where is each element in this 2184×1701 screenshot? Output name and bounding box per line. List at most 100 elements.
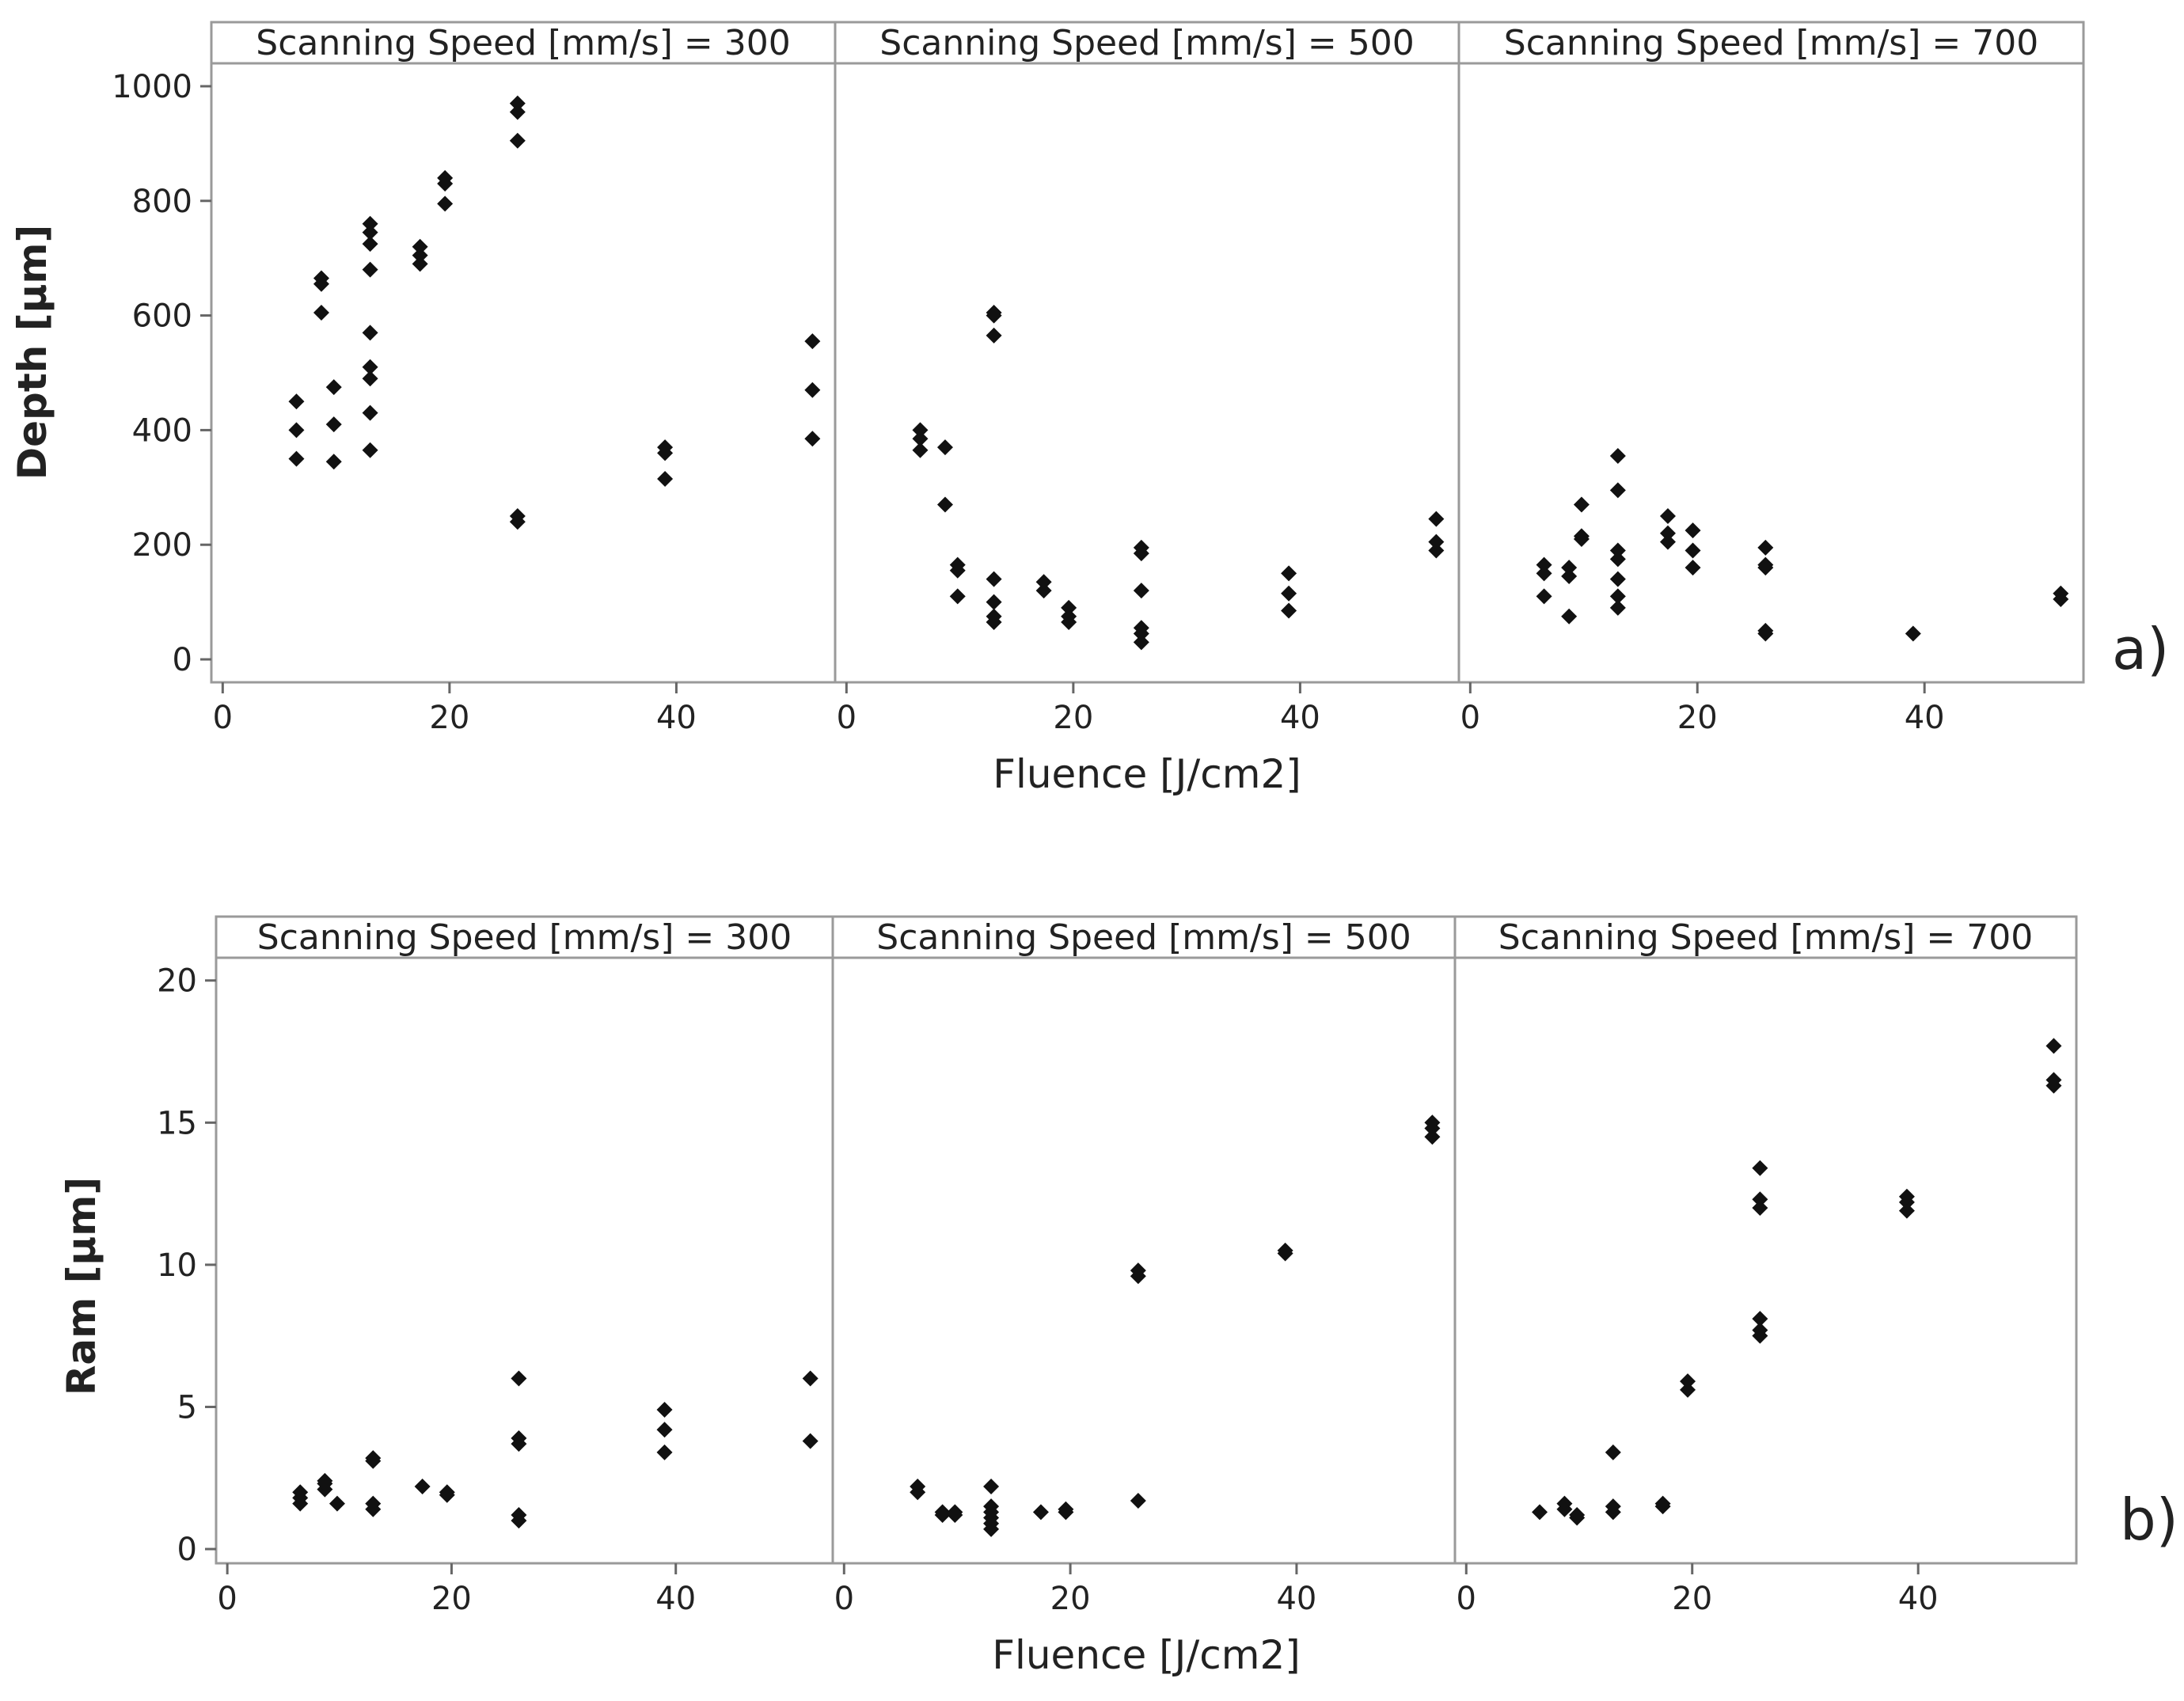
chart-b-panel-1-point: [511, 1506, 527, 1523]
chart-a-panel-2-point: [1133, 539, 1149, 556]
chart-a-ytick-label: 600: [132, 298, 192, 335]
chart-a-panel-2-point: [1281, 565, 1297, 582]
chart-b-panel-1-xtick-label: 0: [217, 1581, 237, 1617]
chart-b-panel-label: b): [2120, 1486, 2178, 1553]
chart-a-panel-3-point: [1609, 551, 1626, 568]
chart-b-panel-3-point: [1898, 1202, 1915, 1219]
chart-a-panel-1-point: [509, 95, 526, 112]
chart-b-panel-3-point: [1605, 1444, 1621, 1460]
chart-a-panel-3-point: [1573, 496, 1590, 513]
chart-a-panel-3-point: [1685, 522, 1701, 539]
chart-b-panel-2-xtick-label: 20: [1050, 1581, 1091, 1617]
chart-b-ytick-label: 15: [157, 1105, 197, 1141]
chart-b-panel-2-title: Scanning Speed [mm/s] = 500: [876, 917, 1411, 958]
chart-a-panel-2-point: [912, 431, 929, 447]
chart-a-panel-2-point: [936, 439, 953, 456]
chart-b-panel-2-xtick-label: 0: [834, 1581, 854, 1617]
chart-a-panel-2-xtick-label: 20: [1053, 700, 1093, 736]
chart-a-panel-3-point: [1536, 556, 1552, 573]
chart-a-panel-1-point: [362, 442, 378, 458]
chart-a-panel-3-xtick-label: 0: [1460, 700, 1480, 736]
chart-b-panel-2-xtick-label: 40: [1276, 1581, 1316, 1617]
chart-a-panel-2-point: [1428, 542, 1445, 559]
chart-b-panel-3-point: [1752, 1160, 1768, 1176]
chart-a-panel-3-point: [1536, 588, 1552, 605]
chart-a-panel-2-point: [912, 442, 929, 458]
chart-a-panel-1-point: [804, 431, 821, 447]
chart-b-panel-2-point: [1424, 1129, 1441, 1145]
chart-a-panel-1-point: [325, 454, 342, 470]
chart-a-panel-2-point: [1061, 599, 1077, 616]
chart-a-panel-2-xtick-label: 0: [837, 700, 857, 736]
chart-b-panel-1-point: [511, 1370, 527, 1387]
chart-b-panel-3-point: [2045, 1072, 2062, 1088]
chart-a-panel-1-point: [509, 508, 526, 525]
chart-b-panel-1: Scanning Speed [mm/s] = 300 0 20 40: [215, 915, 834, 1617]
chart-a-panel-3-point: [1573, 528, 1590, 545]
chart-b-xlabel: Fluence [J/cm2]: [992, 1632, 1301, 1678]
chart-a-ylabel: Depth [μm]: [9, 225, 55, 480]
chart-a-panel-1-point: [362, 261, 378, 278]
chart-a-panel-2-point: [1035, 583, 1052, 599]
chart-b-ytick-label: 5: [177, 1389, 197, 1426]
chart-a-ytick-label: 1000: [112, 69, 192, 105]
chart-b-panel-3-point: [1680, 1373, 1696, 1390]
chart-b-panel-3-point: [1654, 1495, 1671, 1512]
chart-a-panel-3-point: [1561, 608, 1578, 625]
chart-a-panel-3-xtick-label: 40: [1905, 700, 1945, 736]
chart-a-panel-1-point: [657, 439, 674, 456]
chart-a-panel-label: a): [2112, 616, 2169, 682]
chart-a-ytick-label: 400: [132, 412, 192, 449]
chart-a-panel-1-point: [362, 215, 378, 232]
chart-a-panel-2-xtick-label: 40: [1280, 700, 1320, 736]
chart-a-panel-1-point: [362, 236, 378, 252]
chart-b-panel-2-point: [1424, 1114, 1441, 1131]
chart-a-panel-2-point: [1133, 620, 1149, 636]
chart-b-panel-2-point: [947, 1504, 963, 1521]
chart-a-panel-3-point: [1659, 525, 1676, 541]
chart-b-panel-2-point: [983, 1498, 1000, 1515]
chart-b-panel-3-point: [1752, 1200, 1768, 1217]
chart-a-panel-2-point: [1061, 608, 1077, 625]
chart-a-panel-2-point: [1281, 585, 1297, 602]
chart-b-panel-3-point: [1532, 1504, 1548, 1521]
chart-a-panel-1-point: [509, 104, 526, 120]
chart-a-panel-1-title: Scanning Speed [mm/s] = 300: [256, 23, 790, 63]
chart-b-panel-1-point: [317, 1472, 333, 1489]
chart-a-panel-1-point: [362, 325, 378, 341]
chart-b-panel-1-point: [656, 1444, 673, 1460]
chart-b-panel-3-point: [1752, 1311, 1768, 1327]
chart-a-panel-3-point: [1685, 542, 1701, 559]
chart-a-panel-3-point: [1609, 482, 1626, 499]
chart-b-ytick-label: 20: [157, 963, 197, 1000]
chart-a-panel-3-frame: [1457, 62, 2085, 684]
chart-a-panel-1-point: [437, 169, 454, 186]
chart-a-panel-1-point: [313, 270, 329, 287]
chart-a-panel-2-point: [986, 304, 1002, 321]
chart-b-panel-2-point: [934, 1504, 951, 1521]
chart-b-panel-3-xtick-label: 20: [1672, 1581, 1712, 1617]
chart-b-ytick-label: 0: [177, 1532, 197, 1568]
chart-a-panel-1-point: [437, 196, 454, 212]
chart-a-panel-2-point: [1035, 574, 1052, 590]
chart-b-panel-3-title: Scanning Speed [mm/s] = 700: [1498, 917, 2033, 958]
chart-a-panel-2-point: [1281, 602, 1297, 619]
chart-b-panel-1-frame: [215, 956, 834, 1565]
chart-b-panel-1-point: [292, 1484, 309, 1501]
chart-b-panel-1-point: [329, 1495, 345, 1512]
chart-a-panel-1-point: [362, 370, 378, 387]
chart-b-panel-3: Scanning Speed [mm/s] = 700 0 20 40: [1453, 915, 2078, 1617]
chart-a-panel-1-point: [362, 404, 378, 421]
chart-a-panel-3-point: [1685, 560, 1701, 576]
chart-a-panel-1-point: [412, 256, 428, 272]
chart-a-panel-3-point: [2053, 585, 2069, 602]
chart-a-panel-3-point: [1757, 622, 1774, 639]
chart-a-panel-1-point: [325, 379, 342, 396]
chart-a-panel-1-point: [288, 422, 305, 439]
chart-b-panel-2-point: [1058, 1501, 1074, 1517]
chart-a-panel-2-point: [986, 571, 1002, 587]
chart-a-panel-1-xtick-label: 40: [656, 700, 697, 736]
chart-b-panel-1-xtick-label: 20: [431, 1581, 472, 1617]
chart-b-panel-1-point: [656, 1402, 673, 1418]
